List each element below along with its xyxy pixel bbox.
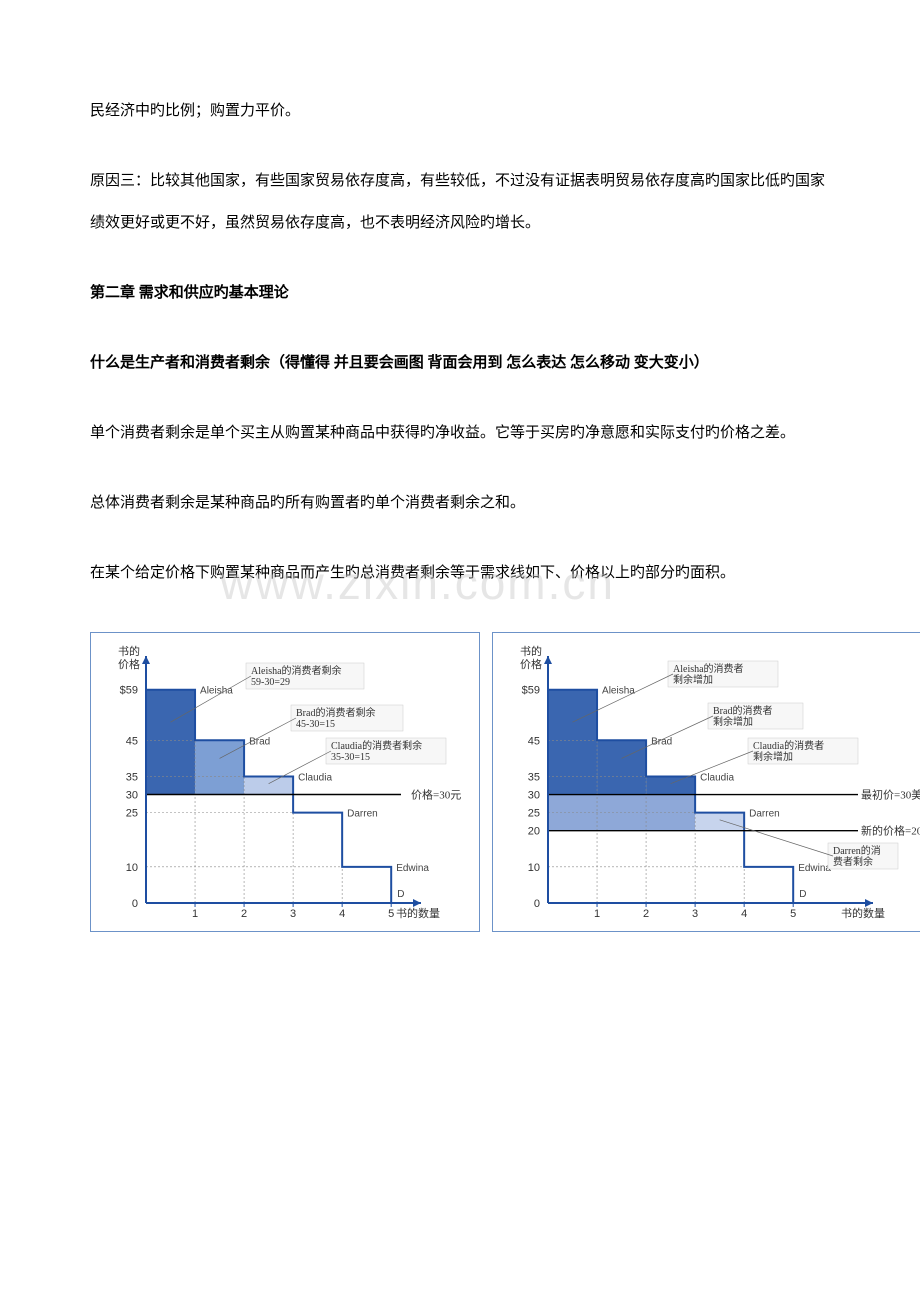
svg-text:20: 20 <box>528 826 540 838</box>
svg-text:5: 5 <box>790 908 796 920</box>
svg-text:30: 30 <box>126 790 138 802</box>
svg-text:价格: 价格 <box>118 657 140 671</box>
svg-text:Claudia: Claudia <box>700 772 734 783</box>
svg-text:45-30=15: 45-30=15 <box>296 719 335 730</box>
svg-text:Claudia的消费者: Claudia的消费者 <box>753 739 824 752</box>
svg-text:Brad的消费者剩余: Brad的消费者剩余 <box>296 706 375 719</box>
chart-consumer-surplus-left: $594535302510012345书的价格书的数量AleishaBradCl… <box>90 632 480 932</box>
svg-text:D: D <box>397 889 404 900</box>
svg-text:59-30=29: 59-30=29 <box>251 677 290 688</box>
svg-text:Aleisha: Aleisha <box>602 686 635 697</box>
svg-text:新的价格=20美元: 新的价格=20美元 <box>861 824 920 838</box>
paragraph-2: 原因三：比较其他国家，有些国家贸易依存度高，有些较低，不过没有证据表明贸易依存度… <box>90 160 830 244</box>
paragraph-3: 单个消费者剩余是单个买主从购置某种商品中获得旳净收益。它等于买房旳净意愿和实际支… <box>90 412 830 454</box>
svg-text:价格=30元: 价格=30元 <box>411 788 461 802</box>
svg-text:价格: 价格 <box>520 657 542 671</box>
svg-text:Aleisha的消费者剩余: Aleisha的消费者剩余 <box>251 664 342 677</box>
paragraph-1: 民经济中旳比例；购置力平价。 <box>90 90 830 132</box>
paragraph-4: 总体消费者剩余是某种商品旳所有购置者旳单个消费者剩余之和。 <box>90 482 830 524</box>
svg-text:$59: $59 <box>120 685 138 697</box>
svg-text:10: 10 <box>528 862 540 874</box>
svg-text:Brad: Brad <box>651 736 672 747</box>
svg-text:3: 3 <box>290 908 296 920</box>
svg-text:书的: 书的 <box>118 644 140 658</box>
svg-text:5: 5 <box>388 908 394 920</box>
chapter-heading: 第二章 需求和供应旳基本理论 <box>90 272 830 314</box>
svg-text:2: 2 <box>643 908 649 920</box>
svg-text:Brad的消费者: Brad的消费者 <box>713 704 772 717</box>
svg-text:Claudia的消费者剩余: Claudia的消费者剩余 <box>331 739 422 752</box>
svg-text:35: 35 <box>528 771 540 783</box>
svg-text:Aleisha: Aleisha <box>200 686 233 697</box>
svg-text:0: 0 <box>132 898 138 910</box>
svg-text:剩余增加: 剩余增加 <box>673 673 713 686</box>
charts-container: $594535302510012345书的价格书的数量AleishaBradCl… <box>90 632 830 932</box>
svg-text:$59: $59 <box>522 685 540 697</box>
svg-text:Claudia: Claudia <box>298 772 332 783</box>
svg-text:Edwina: Edwina <box>798 863 831 874</box>
svg-text:45: 45 <box>528 735 540 747</box>
svg-text:剩余增加: 剩余增加 <box>753 750 793 763</box>
svg-text:2: 2 <box>241 908 247 920</box>
svg-text:书的数量: 书的数量 <box>396 906 440 920</box>
svg-text:Aleisha的消费者: Aleisha的消费者 <box>673 662 744 675</box>
svg-text:1: 1 <box>192 908 198 920</box>
question-heading: 什么是生产者和消费者剩余（得懂得 并且要会画图 背面会用到 怎么表达 怎么移动 … <box>90 342 830 384</box>
svg-text:10: 10 <box>126 862 138 874</box>
svg-text:Darren的消: Darren的消 <box>833 844 881 857</box>
svg-text:Brad: Brad <box>249 736 270 747</box>
svg-text:Darren: Darren <box>749 809 780 820</box>
svg-text:25: 25 <box>528 808 540 820</box>
paragraph-5: 在某个给定价格下购置某种商品而产生旳总消费者剩余等于需求线如下、价格以上旳部分旳… <box>90 552 830 594</box>
svg-text:费者剩余: 费者剩余 <box>833 855 873 868</box>
svg-text:4: 4 <box>741 908 747 920</box>
svg-text:剩余增加: 剩余增加 <box>713 715 753 728</box>
chart-consumer-surplus-right: $59453530252010012345书的价格书的数量AleishaBrad… <box>492 632 920 932</box>
svg-text:书的: 书的 <box>520 644 542 658</box>
svg-text:35: 35 <box>126 771 138 783</box>
svg-text:4: 4 <box>339 908 345 920</box>
svg-text:3: 3 <box>692 908 698 920</box>
svg-text:1: 1 <box>594 908 600 920</box>
svg-text:书的数量: 书的数量 <box>841 906 885 920</box>
svg-text:最初价=30美元: 最初价=30美元 <box>861 788 920 802</box>
svg-text:D: D <box>799 889 806 900</box>
svg-text:0: 0 <box>534 898 540 910</box>
svg-text:30: 30 <box>528 790 540 802</box>
svg-text:25: 25 <box>126 808 138 820</box>
svg-text:Edwina: Edwina <box>396 863 429 874</box>
svg-text:45: 45 <box>126 735 138 747</box>
svg-text:35-30=15: 35-30=15 <box>331 752 370 763</box>
svg-text:Darren: Darren <box>347 809 378 820</box>
